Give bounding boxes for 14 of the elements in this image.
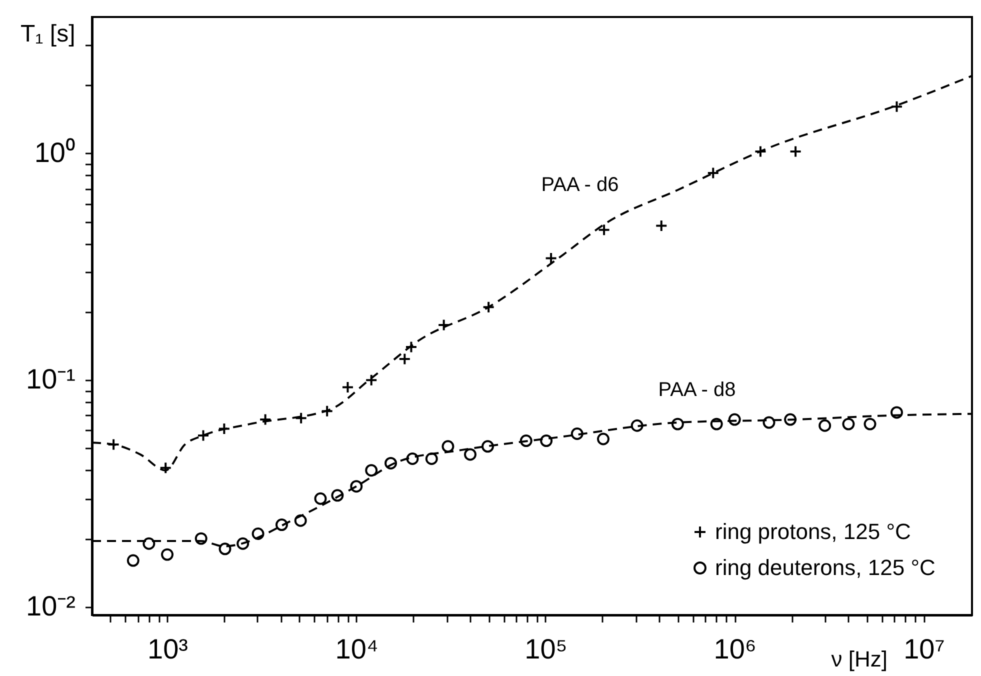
legend-label: ring protons, 125 °C <box>715 519 912 544</box>
x-tick-label: 10³ <box>148 634 188 664</box>
x-tick-label: 10⁵ <box>524 634 568 664</box>
y-tick-label: 10⁻² <box>26 590 76 622</box>
x-tick-label: 10⁷ <box>904 634 945 664</box>
x-axis-title: ν [Hz] <box>831 646 888 672</box>
y-tick-label: 10⁻¹ <box>26 364 76 395</box>
x-tick-label: 10⁶ <box>714 634 756 664</box>
y-tick-label: 10⁰ <box>34 136 76 168</box>
annotation: PAA - d6 <box>541 174 619 196</box>
legend-label: ring deuterons, 125 °C <box>715 555 936 580</box>
x-tick-label: 10⁴ <box>335 634 378 664</box>
annotation: PAA - d8 <box>658 379 736 401</box>
y-axis-title: T₁ [s] <box>20 20 76 48</box>
